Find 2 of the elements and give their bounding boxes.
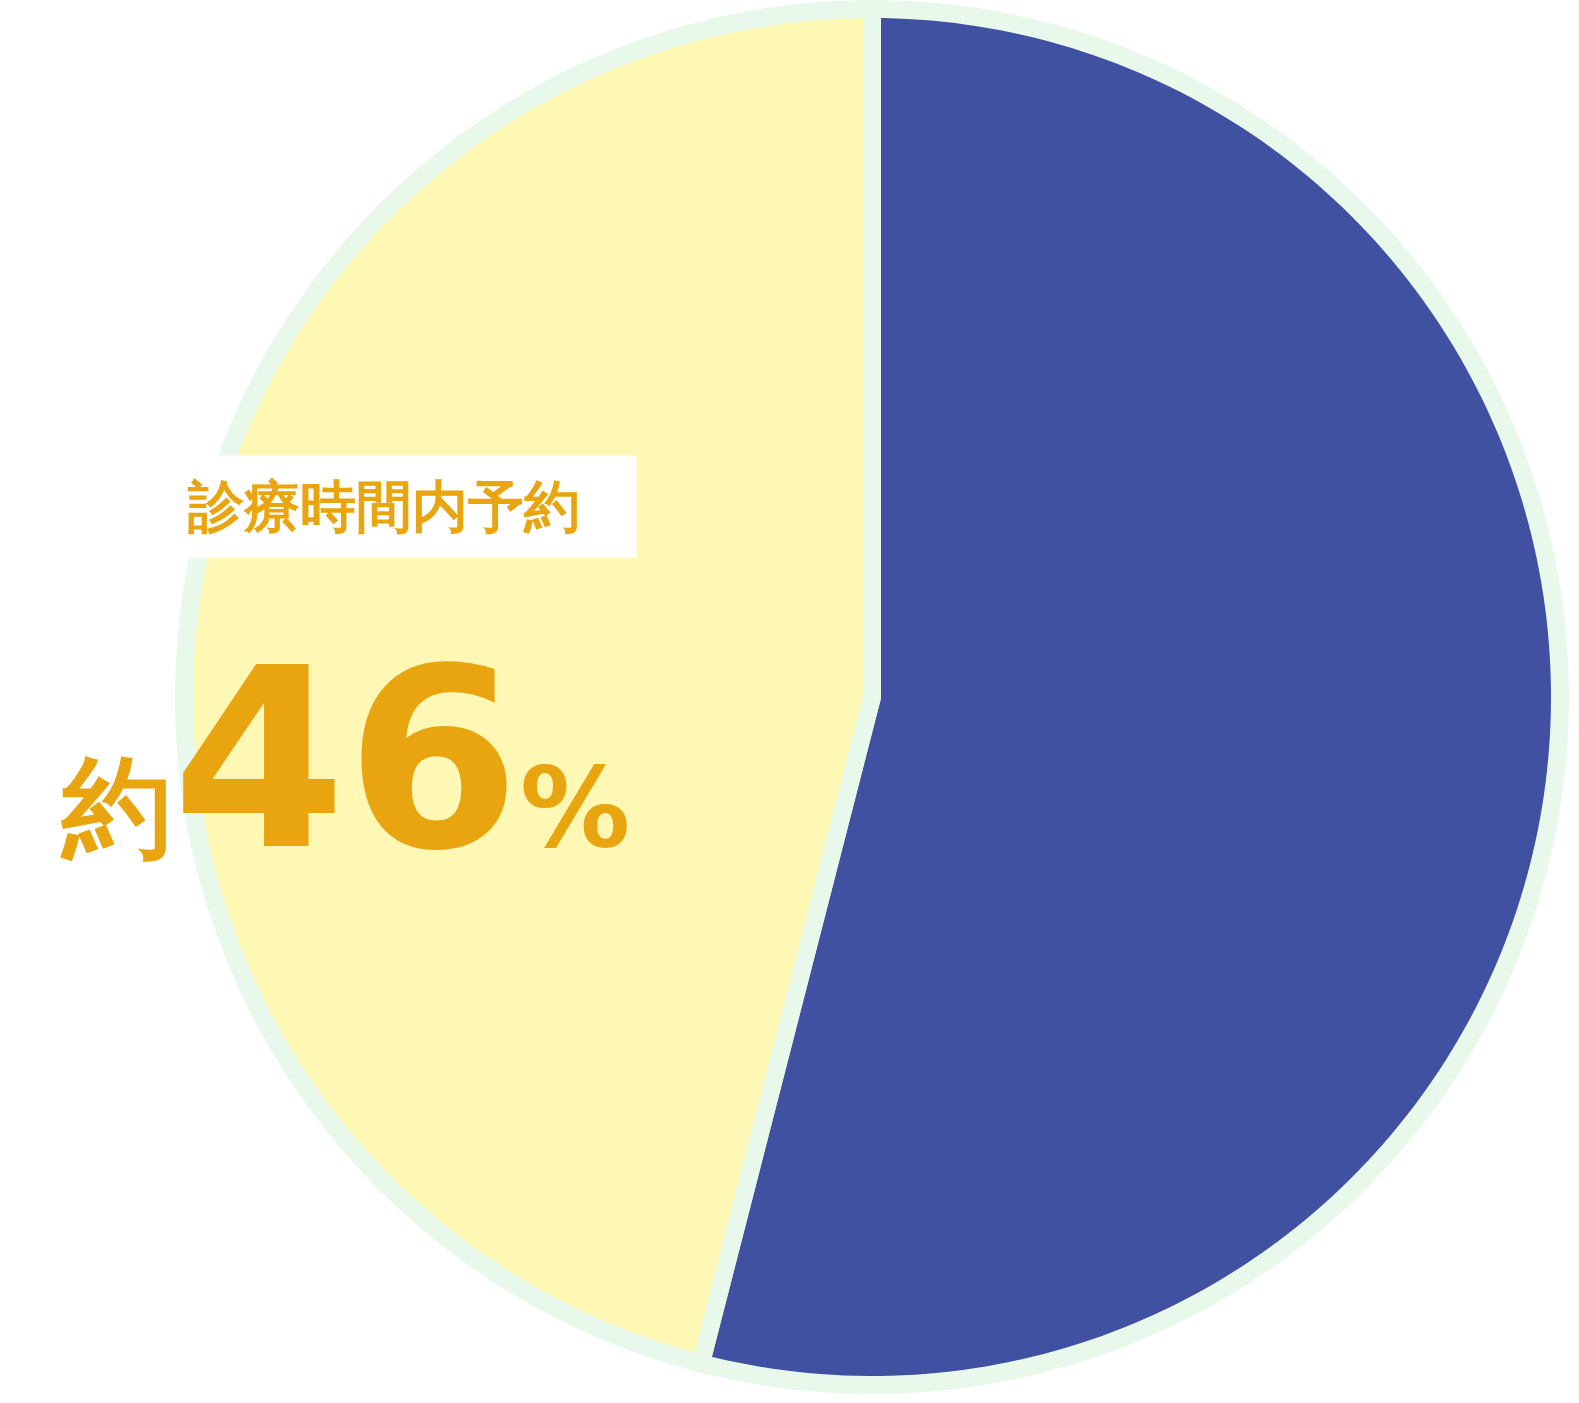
data-label: 約46%	[60, 614, 631, 905]
slice-label: 診療時間内予約	[186, 474, 580, 539]
